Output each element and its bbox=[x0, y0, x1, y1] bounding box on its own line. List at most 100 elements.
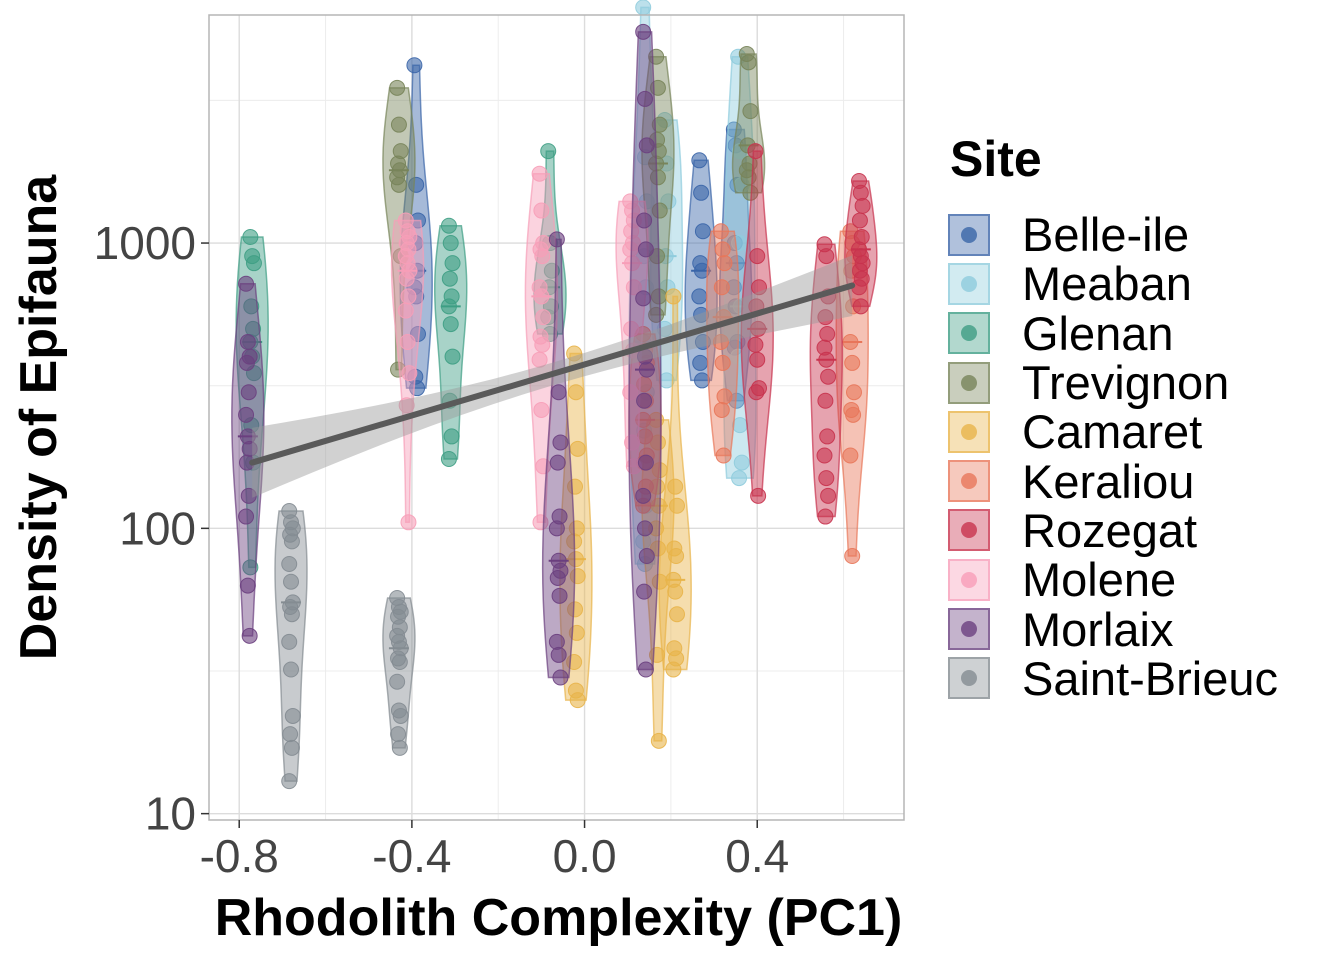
legend-label: Keraliou bbox=[1022, 454, 1195, 508]
legend-dot bbox=[961, 423, 977, 440]
x-axis-title: Rhodolith Complexity (PC1) bbox=[215, 889, 903, 947]
data-point bbox=[398, 397, 415, 414]
data-point bbox=[693, 184, 710, 201]
legend-label: Meaban bbox=[1022, 257, 1192, 311]
data-point bbox=[531, 165, 548, 182]
data-point bbox=[391, 654, 408, 671]
data-point bbox=[817, 309, 834, 326]
data-point bbox=[636, 90, 653, 107]
data-point bbox=[747, 336, 764, 353]
data-point bbox=[550, 384, 567, 401]
panel-border bbox=[208, 14, 905, 821]
data-point bbox=[284, 707, 301, 724]
data-point bbox=[725, 121, 742, 138]
data-point bbox=[842, 333, 859, 350]
data-point bbox=[398, 270, 415, 287]
data-point bbox=[444, 255, 461, 272]
data-point bbox=[552, 669, 569, 686]
data-point bbox=[818, 351, 835, 368]
trend-line bbox=[249, 282, 856, 466]
legend-key bbox=[948, 509, 990, 552]
legend-item: Saint-Brieuc bbox=[948, 652, 1278, 705]
data-point bbox=[622, 384, 639, 401]
data-point bbox=[635, 290, 652, 307]
data-point bbox=[406, 57, 423, 74]
legend-label: Camaret bbox=[1022, 405, 1203, 459]
legend-item: Keraliou bbox=[948, 455, 1278, 508]
data-point bbox=[283, 739, 300, 756]
data-point bbox=[242, 559, 259, 576]
data-point bbox=[668, 547, 685, 564]
data-point bbox=[635, 23, 652, 40]
data-point bbox=[281, 555, 298, 572]
data-point bbox=[548, 633, 565, 650]
data-point bbox=[638, 361, 655, 378]
legend-label: Belle-ile bbox=[1022, 208, 1190, 262]
data-point bbox=[283, 533, 300, 550]
data-point bbox=[636, 428, 653, 445]
data-point bbox=[242, 229, 259, 246]
data-point bbox=[637, 661, 654, 678]
data-point bbox=[750, 487, 767, 504]
data-point bbox=[549, 454, 566, 471]
y-tick-label: 1000 bbox=[94, 217, 196, 269]
data-point bbox=[819, 325, 836, 342]
legend-label: Trevignon bbox=[1022, 356, 1230, 410]
data-point bbox=[669, 497, 686, 514]
data-point bbox=[854, 197, 871, 214]
legend-item: Trevignon bbox=[948, 356, 1278, 410]
data-point bbox=[400, 514, 417, 531]
data-point bbox=[624, 255, 641, 272]
data-point bbox=[636, 212, 653, 229]
data-point bbox=[731, 470, 748, 487]
data-point bbox=[694, 372, 711, 389]
data-point bbox=[283, 606, 300, 623]
data-point bbox=[442, 235, 459, 252]
legend-item: Belle-ile bbox=[948, 208, 1278, 262]
data-point bbox=[281, 633, 298, 650]
data-point bbox=[389, 79, 406, 96]
data-point bbox=[238, 275, 255, 292]
x-tick-label: 0.4 bbox=[725, 830, 789, 882]
legend-item: Camaret bbox=[948, 405, 1278, 459]
data-point bbox=[283, 573, 300, 590]
data-point bbox=[818, 248, 835, 265]
legend-key bbox=[948, 361, 990, 404]
legend-item: Rozegat bbox=[948, 503, 1278, 557]
data-point bbox=[533, 288, 550, 305]
data-point bbox=[397, 302, 414, 319]
legend-label: Molene bbox=[1022, 553, 1177, 607]
data-point bbox=[694, 223, 711, 240]
legend-dot bbox=[961, 473, 977, 490]
data-point bbox=[238, 406, 255, 423]
data-point bbox=[651, 116, 668, 133]
data-point bbox=[240, 384, 257, 401]
data-point bbox=[667, 478, 684, 495]
data-point bbox=[444, 348, 461, 365]
data-point bbox=[712, 223, 729, 240]
data-point bbox=[567, 551, 584, 568]
data-point bbox=[623, 320, 640, 337]
data-point bbox=[533, 401, 550, 418]
data-point bbox=[819, 428, 836, 445]
data-point bbox=[569, 440, 586, 457]
legend-key bbox=[948, 410, 990, 453]
data-point bbox=[531, 351, 548, 368]
legend-label: Rozegat bbox=[1022, 503, 1198, 557]
data-point bbox=[390, 176, 407, 193]
data-point bbox=[667, 583, 684, 600]
data-point bbox=[241, 627, 258, 644]
data-point bbox=[750, 320, 767, 337]
data-point bbox=[852, 184, 869, 201]
data-point bbox=[844, 354, 861, 371]
data-point bbox=[534, 336, 551, 353]
data-point bbox=[400, 288, 417, 305]
data-point bbox=[712, 333, 729, 350]
data-point bbox=[714, 241, 731, 258]
data-point bbox=[638, 547, 655, 564]
data-point bbox=[548, 520, 565, 537]
data-point bbox=[637, 241, 654, 258]
data-point bbox=[749, 351, 766, 368]
data-point bbox=[636, 583, 653, 600]
data-point bbox=[443, 428, 460, 445]
